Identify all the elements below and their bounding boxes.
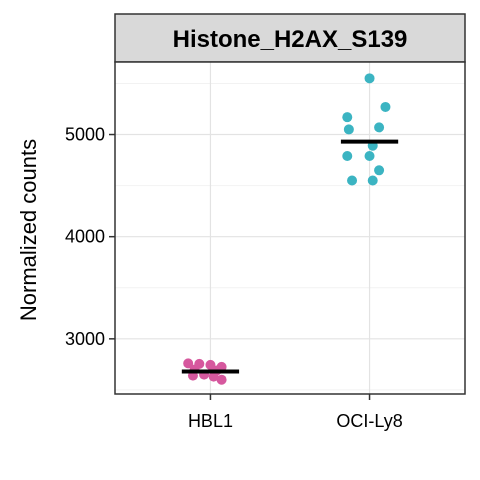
y-tick-label: 4000 bbox=[65, 227, 105, 247]
data-point bbox=[364, 150, 375, 161]
data-point bbox=[364, 73, 375, 84]
x-tick-label: HBL1 bbox=[188, 411, 233, 431]
facet-title: Histone_H2AX_S139 bbox=[173, 26, 408, 53]
plot-panel bbox=[115, 62, 465, 394]
panel-border bbox=[114, 61, 466, 395]
data-point bbox=[342, 150, 353, 161]
data-point bbox=[380, 101, 391, 112]
data-point bbox=[183, 358, 194, 369]
y-tick-label: 3000 bbox=[65, 329, 105, 349]
y-axis-title: Normalized counts bbox=[16, 139, 41, 321]
y-axis: 3000 4000 5000 bbox=[65, 125, 115, 349]
data-point bbox=[343, 124, 354, 135]
x-tick-label: OCI-Ly8 bbox=[336, 411, 402, 431]
data-point bbox=[367, 175, 378, 186]
data-point bbox=[347, 175, 358, 186]
data-point bbox=[216, 374, 227, 385]
facet-strip bbox=[114, 13, 466, 63]
data-point bbox=[374, 165, 385, 176]
x-axis: HBL1 OCI-Ly8 bbox=[188, 394, 403, 431]
data-point bbox=[342, 112, 353, 123]
data-point bbox=[374, 122, 385, 133]
data-point bbox=[208, 371, 219, 382]
y-tick-label: 5000 bbox=[65, 125, 105, 145]
grid-lines bbox=[115, 62, 465, 394]
mean-bars bbox=[181, 139, 399, 374]
